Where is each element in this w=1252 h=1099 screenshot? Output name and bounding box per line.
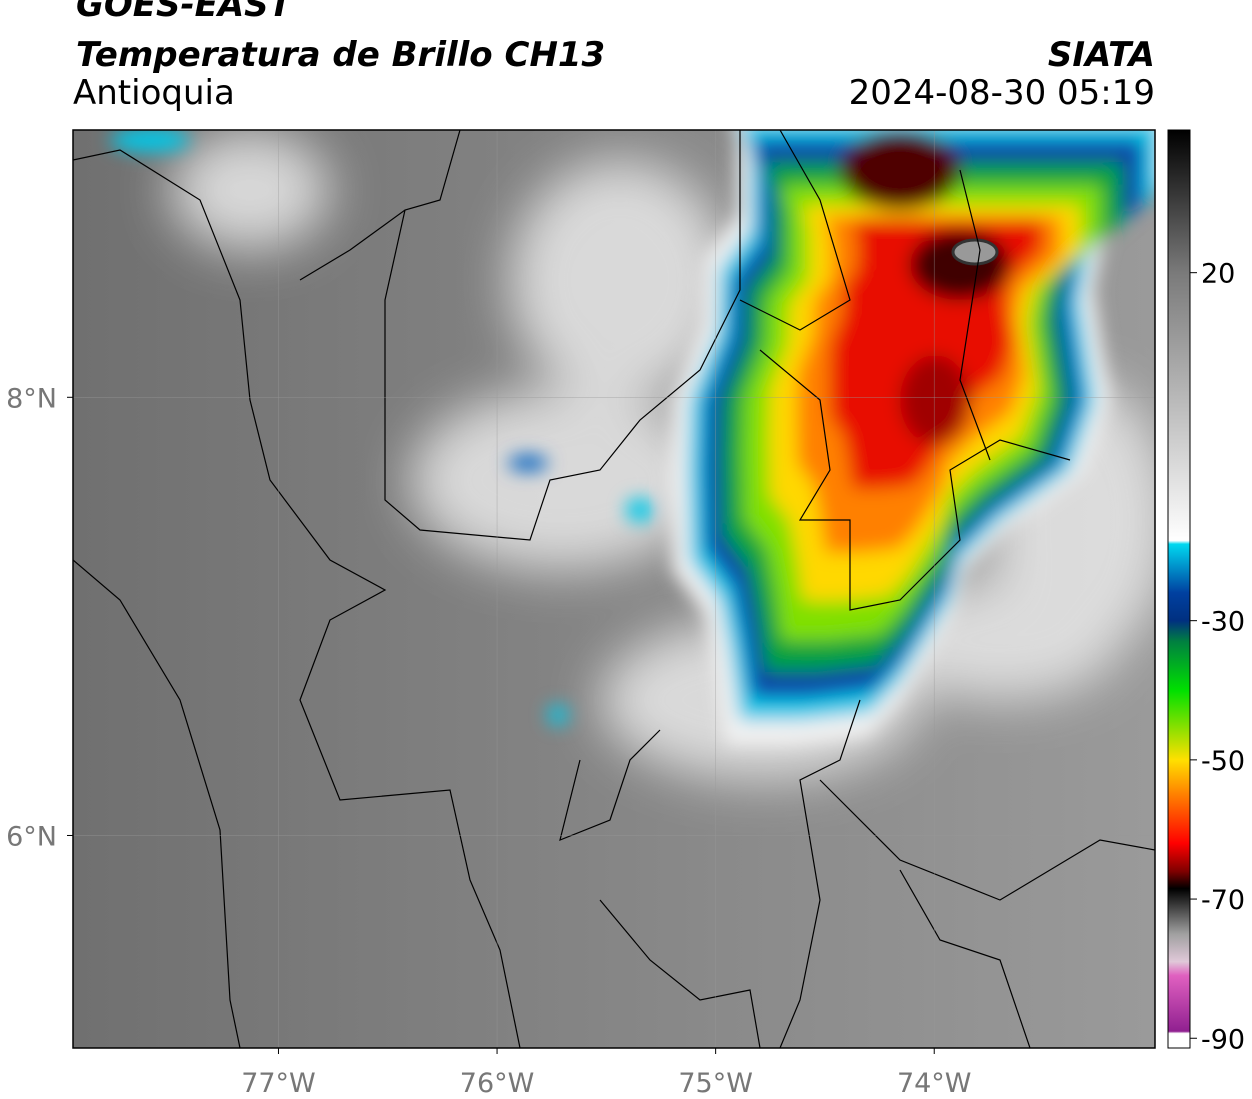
x-tick-label: 76°W	[460, 1068, 535, 1099]
colorbar-tick-label: 20	[1201, 259, 1235, 290]
borders	[73, 130, 1155, 1048]
x-tick-label: 74°W	[897, 1068, 972, 1099]
region: Antioquia	[73, 73, 235, 113]
x-tick-label: 77°W	[241, 1068, 316, 1099]
colorbar-tick-label: -50	[1201, 746, 1245, 777]
title: GOES-EAST	[76, 0, 295, 25]
y-tick-label: 6°N	[6, 821, 57, 852]
map-axes: 77°W 76°W 75°W 74°W 8°N 6°N	[6, 130, 1155, 1099]
satellite-image	[73, 130, 1155, 1048]
colorbar-tick-label: -90	[1201, 1024, 1245, 1055]
x-tick-label: 75°W	[678, 1068, 753, 1099]
datetime: 2024-08-30 05:19	[849, 73, 1155, 113]
colorbar-tick-label: -70	[1201, 885, 1245, 916]
y-tick-label: 8°N	[6, 383, 57, 414]
colorbar-tick-label: -30	[1201, 607, 1245, 638]
map-frame	[72, 129, 1156, 1049]
agency: SIATA	[1048, 35, 1155, 75]
colorbar	[1167, 129, 1191, 1049]
subtitle: Temperatura de Brillo CH13	[76, 35, 605, 75]
